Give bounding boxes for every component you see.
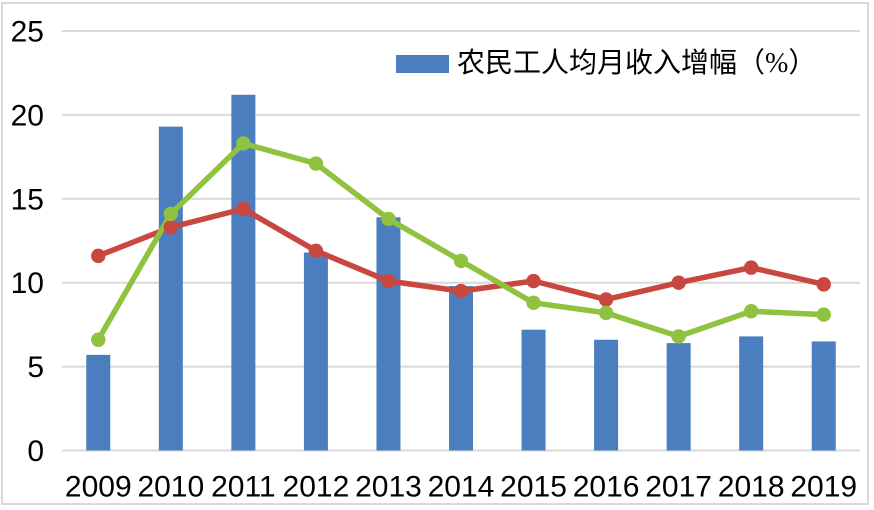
x-tick-label-2009: 2009 — [65, 471, 132, 504]
red-line-series-marker-2015 — [526, 273, 541, 289]
bar-2019 — [811, 341, 836, 451]
bar-2017 — [666, 343, 691, 451]
bar-2013 — [376, 217, 401, 451]
legend-swatch-bar-series — [396, 55, 449, 73]
red-line-series-marker-2009 — [91, 248, 106, 264]
x-tick-label-2019: 2019 — [790, 471, 857, 504]
red-line-series-marker-2012 — [308, 243, 324, 259]
red-line-series-marker-2019 — [816, 277, 831, 292]
green-line-series-marker-2010 — [163, 206, 179, 222]
y-tick-label-5: 5 — [27, 351, 44, 384]
green-line-series-marker-2016 — [598, 305, 614, 321]
y-tick-label-10: 10 — [11, 267, 44, 300]
bar-2010 — [158, 126, 183, 451]
green-line-series-marker-2014 — [453, 253, 469, 269]
green-line-series-marker-2017 — [671, 329, 686, 344]
x-tick-label-2017: 2017 — [645, 471, 712, 504]
green-line-series-marker-2013 — [381, 211, 396, 227]
x-tick-label-2010: 2010 — [137, 471, 204, 504]
bar-2015 — [521, 329, 546, 451]
green-line-series-marker-2009 — [91, 332, 106, 347]
red-line-series-marker-2018 — [743, 260, 759, 275]
bar-2018 — [739, 336, 764, 451]
y-tick-label-25: 25 — [11, 16, 44, 49]
x-tick-label-2016: 2016 — [573, 471, 640, 504]
x-tick-label-2014: 2014 — [428, 471, 495, 504]
x-tick-label-2018: 2018 — [718, 471, 785, 504]
legend: 农民工人均月收入增幅（%） — [396, 50, 816, 78]
x-tick-label-2013: 2013 — [355, 471, 422, 504]
y-tick-label-20: 20 — [11, 99, 44, 132]
legend-label: 农民工人均月收入增幅（%） — [457, 48, 817, 79]
green-line-series-marker-2011 — [236, 136, 251, 151]
red-line-series-marker-2013 — [381, 273, 396, 289]
green-line-series-marker-2018 — [743, 304, 759, 319]
x-tick-label-2012: 2012 — [283, 471, 350, 504]
red-line-series-marker-2011 — [236, 201, 251, 217]
y-tick-label-0: 0 — [27, 435, 44, 468]
bar-2016 — [594, 339, 619, 451]
red-line-series-marker-2014 — [453, 283, 469, 299]
green-line-series-marker-2015 — [526, 295, 541, 311]
green-line-series-marker-2012 — [308, 156, 324, 171]
bar-2009 — [86, 354, 111, 451]
green-line-series-marker-2019 — [816, 307, 831, 322]
bar-2014 — [449, 286, 473, 451]
x-tick-label-2015: 2015 — [500, 471, 567, 504]
y-tick-label-15: 15 — [11, 183, 44, 216]
red-line-series-marker-2016 — [598, 292, 614, 307]
bar-2012 — [303, 252, 328, 451]
red-line-series-marker-2010 — [163, 220, 179, 235]
x-tick-label-2011: 2011 — [211, 471, 276, 504]
red-line-series-marker-2017 — [671, 275, 686, 290]
